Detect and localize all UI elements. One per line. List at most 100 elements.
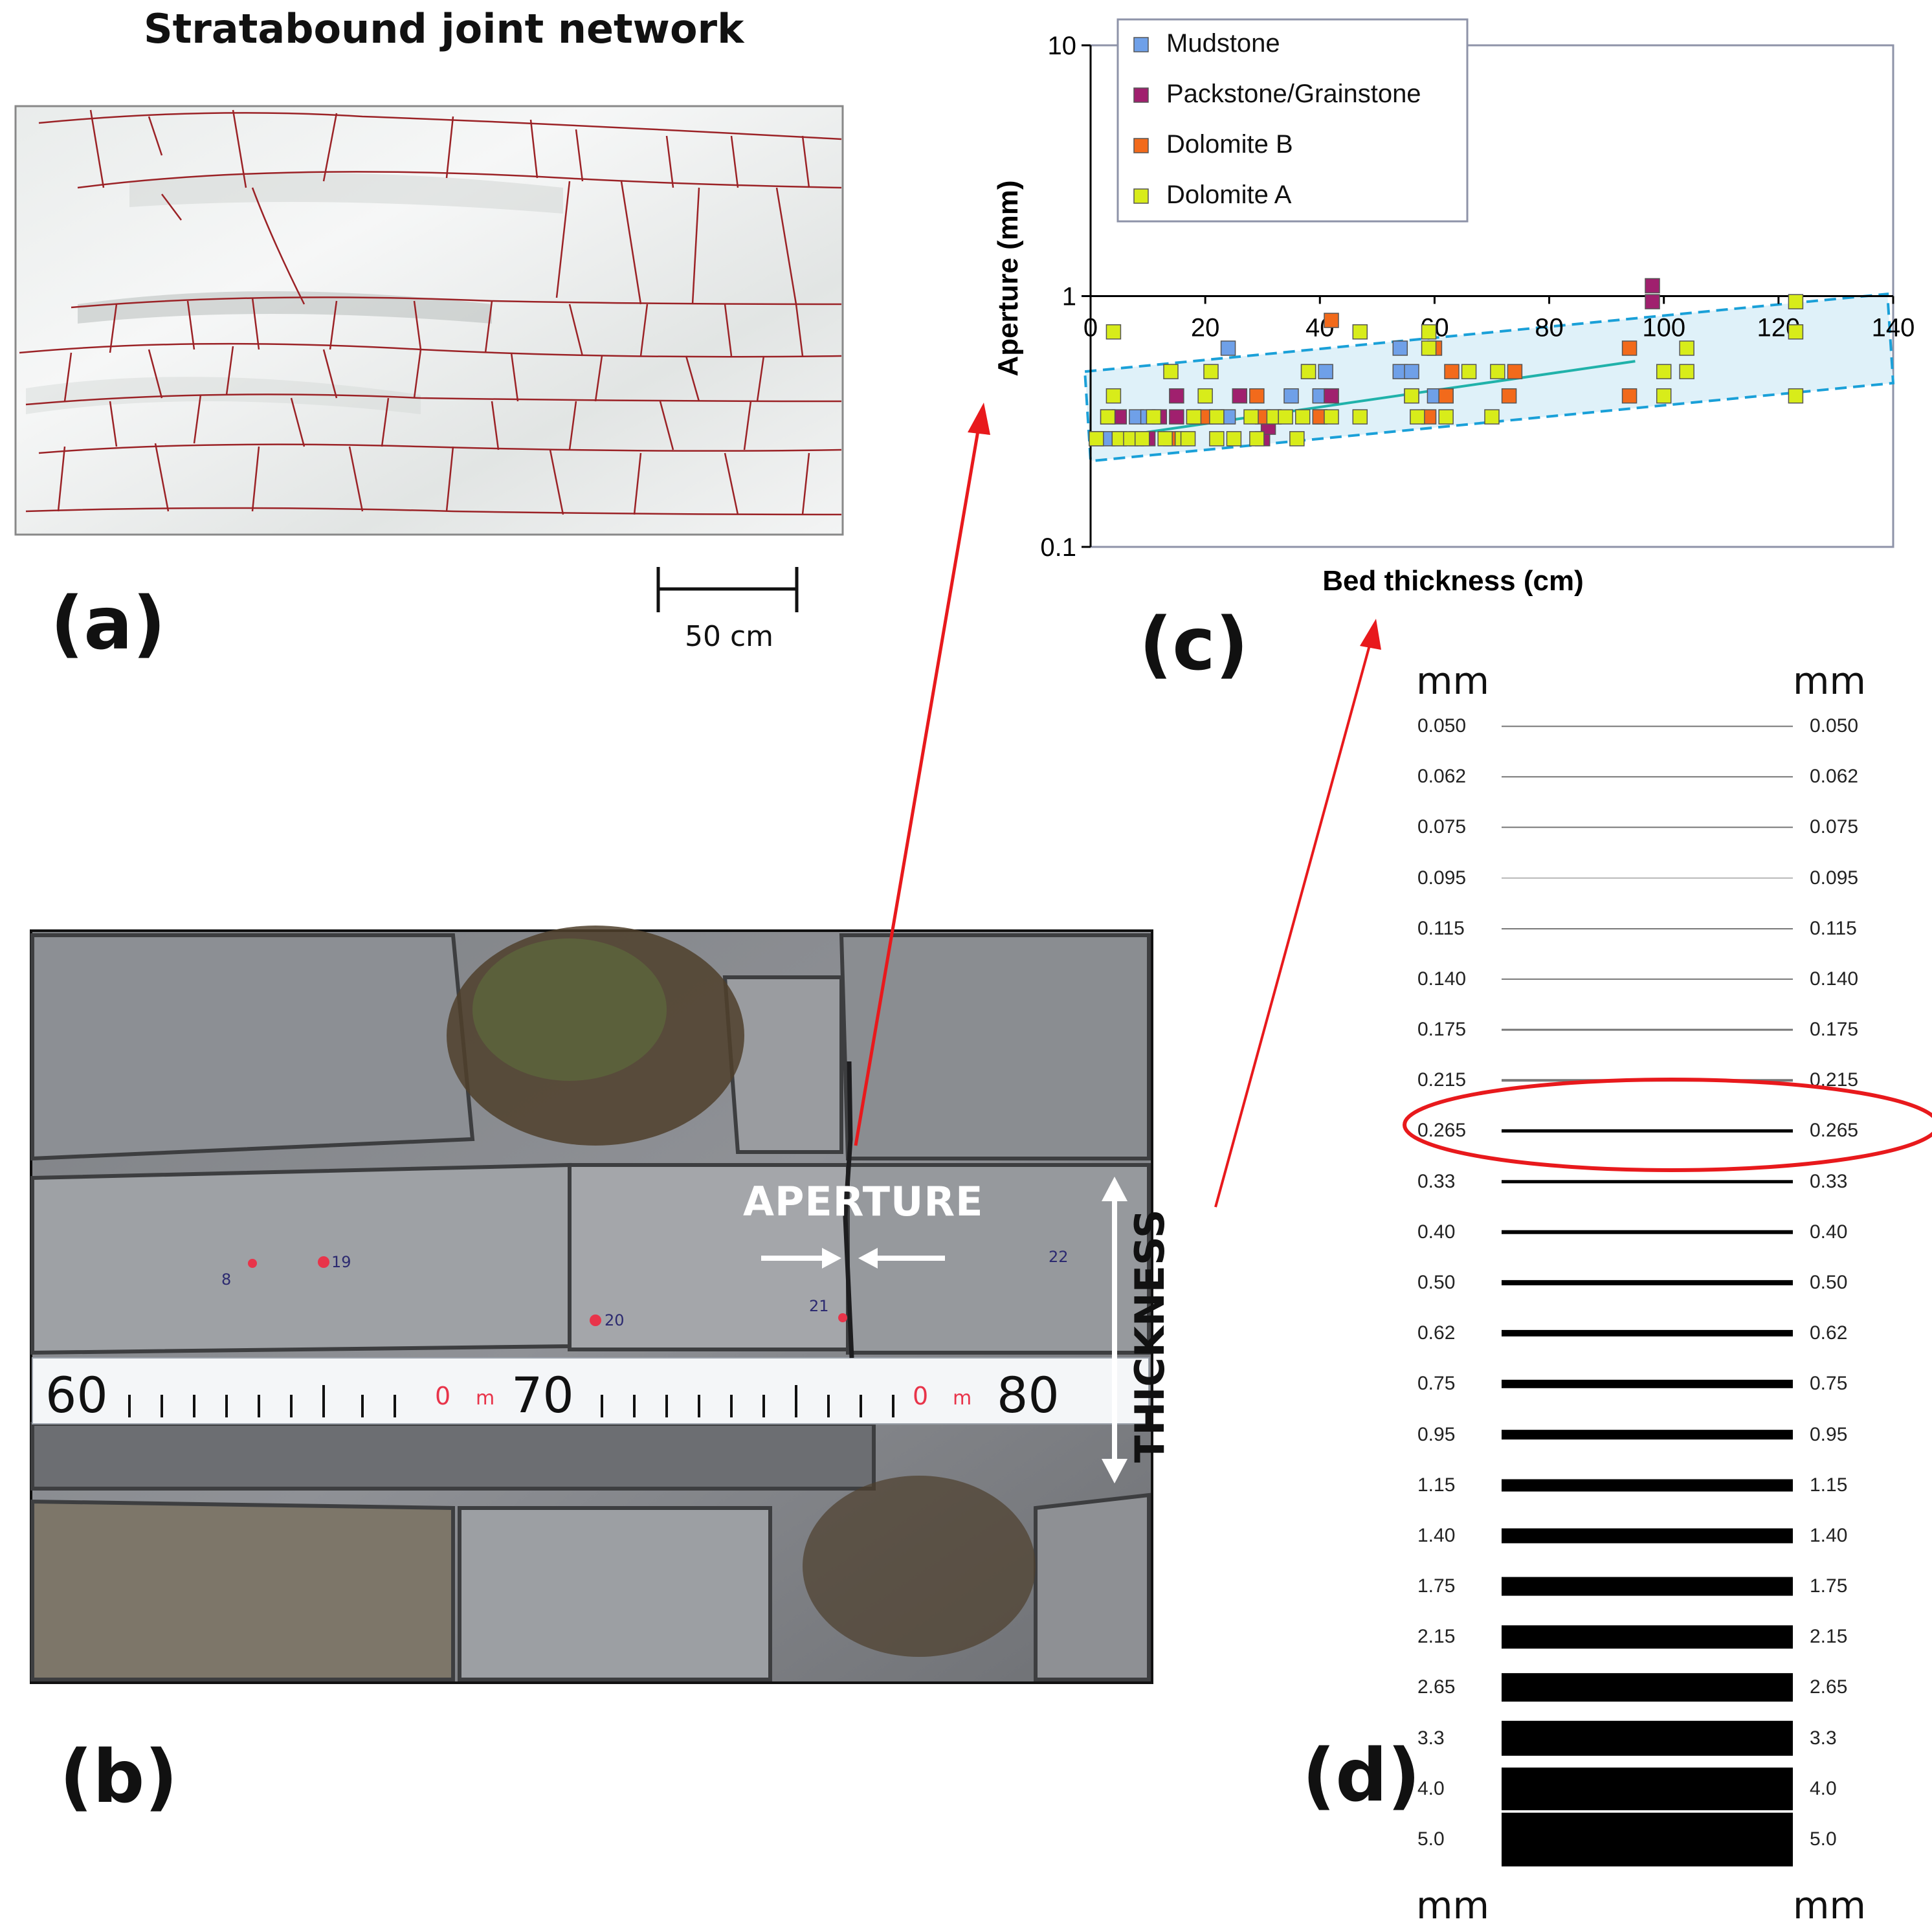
- panel-a-title: Stratabound joint network: [144, 5, 744, 52]
- gauge-line: [1502, 1330, 1793, 1337]
- data-point-dolomite-a: [1490, 364, 1505, 379]
- y-axis-label: Aperture (mm): [992, 180, 1024, 376]
- data-point-dolomite-a: [1461, 364, 1477, 379]
- x-axis-label: Bed thickness (cm): [1322, 565, 1583, 597]
- gauge-line: [1502, 1028, 1793, 1031]
- legend-label: Dolomite B: [1166, 130, 1293, 159]
- data-point-dolomite-a: [1249, 431, 1265, 447]
- data-point-dolomite-a: [1209, 409, 1225, 425]
- data-point-dolomite-b: [1507, 364, 1523, 379]
- data-point-dolomite-a: [1105, 388, 1122, 404]
- gauge-label-right: 0.095: [1810, 867, 1859, 889]
- data-point-dolomite-a: [1226, 431, 1242, 447]
- gauge-line: [1502, 927, 1793, 929]
- gauge-unit-top-right: mm: [1793, 659, 1866, 703]
- gauge-label-left: 5.0: [1417, 1828, 1445, 1850]
- data-point-packstone-grainstone: [1169, 409, 1184, 425]
- gauge-unit-bottom-right: mm: [1793, 1883, 1866, 1927]
- gauge-label-right: 0.115: [1810, 917, 1857, 939]
- gauge-line: [1502, 1528, 1793, 1544]
- data-point-packstone-grainstone: [1645, 278, 1660, 294]
- gauge-line: [1502, 1129, 1793, 1133]
- data-point-dolomite-a: [1089, 431, 1104, 447]
- gauge-label-right: 1.15: [1810, 1474, 1848, 1496]
- data-point-dolomite-a: [1203, 364, 1219, 379]
- panel-b-letter: (b): [60, 1735, 178, 1819]
- gauge-label-right: 0.95: [1810, 1423, 1848, 1445]
- data-point-dolomite-a: [1352, 324, 1368, 340]
- x-tick-label: 0: [1083, 314, 1098, 342]
- gauge-label-left: 2.65: [1417, 1676, 1456, 1698]
- data-point-dolomite-a: [1656, 388, 1672, 404]
- gauge-label-left: 0.175: [1417, 1019, 1467, 1041]
- gauge-label-left: 1.75: [1417, 1575, 1456, 1597]
- gauge-label-left: 0.62: [1417, 1322, 1456, 1344]
- gauge-label-right: 3.3: [1810, 1727, 1837, 1749]
- data-point-dolomite-a: [1656, 364, 1672, 379]
- data-point-dolomite-a: [1243, 409, 1259, 425]
- data-point-dolomite-a: [1209, 431, 1225, 447]
- data-point-dolomite-a: [1294, 409, 1311, 425]
- chart-legend: Mudstone Packstone/Grainstone Dolomite B Do…: [1116, 18, 1469, 223]
- gauge-label-right: 0.175: [1810, 1019, 1859, 1041]
- data-point-dolomite-a: [1197, 388, 1213, 404]
- data-point-dolomite-a: [1679, 364, 1694, 379]
- data-point-dolomite-a: [1300, 364, 1316, 379]
- legend-swatch: [1133, 37, 1149, 52]
- data-point-dolomite-a: [1438, 409, 1454, 425]
- gauge-label-left: 0.95: [1417, 1423, 1456, 1445]
- data-point-dolomite-b: [1621, 388, 1638, 404]
- gauge-label-left: 0.265: [1417, 1120, 1467, 1142]
- data-point-dolomite-a: [1100, 409, 1116, 425]
- gauge-unit-top-left: mm: [1416, 659, 1489, 703]
- gauge-label-left: 0.050: [1417, 715, 1467, 737]
- gauge-label-right: 2.65: [1810, 1676, 1848, 1698]
- gauge-line: [1502, 1673, 1793, 1702]
- legend-swatch: [1133, 87, 1149, 103]
- y-tick-label: 1: [1062, 283, 1076, 311]
- gauge-label-right: 0.075: [1810, 816, 1859, 838]
- data-point-packstone-grainstone: [1324, 388, 1339, 404]
- data-point-dolomite-a: [1163, 364, 1179, 379]
- data-point-dolomite-b: [1501, 388, 1517, 404]
- gauge-line: [1502, 1380, 1793, 1388]
- legend-swatch: [1133, 188, 1149, 204]
- gauge-label-right: 0.50: [1810, 1272, 1848, 1293]
- gauge-label-left: 1.40: [1417, 1524, 1456, 1546]
- data-point-dolomite-b: [1249, 388, 1265, 404]
- data-point-dolomite-a: [1679, 340, 1694, 356]
- gauge-label-right: 0.062: [1810, 766, 1859, 788]
- legend-box: [1116, 18, 1469, 223]
- x-tick-label: 80: [1535, 314, 1564, 342]
- gauge-line: [1502, 726, 1793, 727]
- data-point-dolomite-a: [1157, 431, 1173, 447]
- y-tick-label: 10: [1048, 32, 1077, 60]
- data-point-dolomite-a: [1278, 409, 1293, 425]
- gauge-label-right: 0.140: [1810, 968, 1859, 990]
- scale-bar-label: 50 cm: [685, 620, 774, 653]
- data-point-dolomite-a: [1788, 294, 1804, 309]
- gauge-line: [1502, 1230, 1793, 1235]
- data-point-dolomite-a: [1105, 324, 1122, 340]
- gauge-label-left: 1.15: [1417, 1474, 1456, 1496]
- gauge-label-right: 1.40: [1810, 1524, 1848, 1546]
- panel-c-letter: (c): [1139, 603, 1249, 687]
- data-point-dolomite-a: [1289, 431, 1305, 447]
- gauge-line: [1502, 1625, 1793, 1648]
- gauge-label-left: 0.33: [1417, 1170, 1456, 1192]
- data-point-dolomite-a: [1788, 324, 1804, 340]
- data-point-mudstone: [1220, 340, 1236, 356]
- data-point-dolomite-a: [1134, 431, 1150, 447]
- gauge-label-right: 0.050: [1810, 715, 1859, 737]
- x-tick-label: 20: [1191, 314, 1220, 342]
- data-point-mudstone: [1318, 364, 1333, 379]
- gauge-label-right: 4.0: [1810, 1777, 1837, 1799]
- y-tick-label: 0.1: [1040, 533, 1076, 562]
- legend-label: Packstone/Grainstone: [1166, 80, 1421, 108]
- data-point-dolomite-a: [1352, 409, 1368, 425]
- data-point-packstone-grainstone: [1169, 388, 1184, 404]
- legend-swatch: [1133, 138, 1149, 153]
- gauge-label-right: 5.0: [1810, 1828, 1837, 1850]
- data-point-dolomite-a: [1788, 388, 1804, 404]
